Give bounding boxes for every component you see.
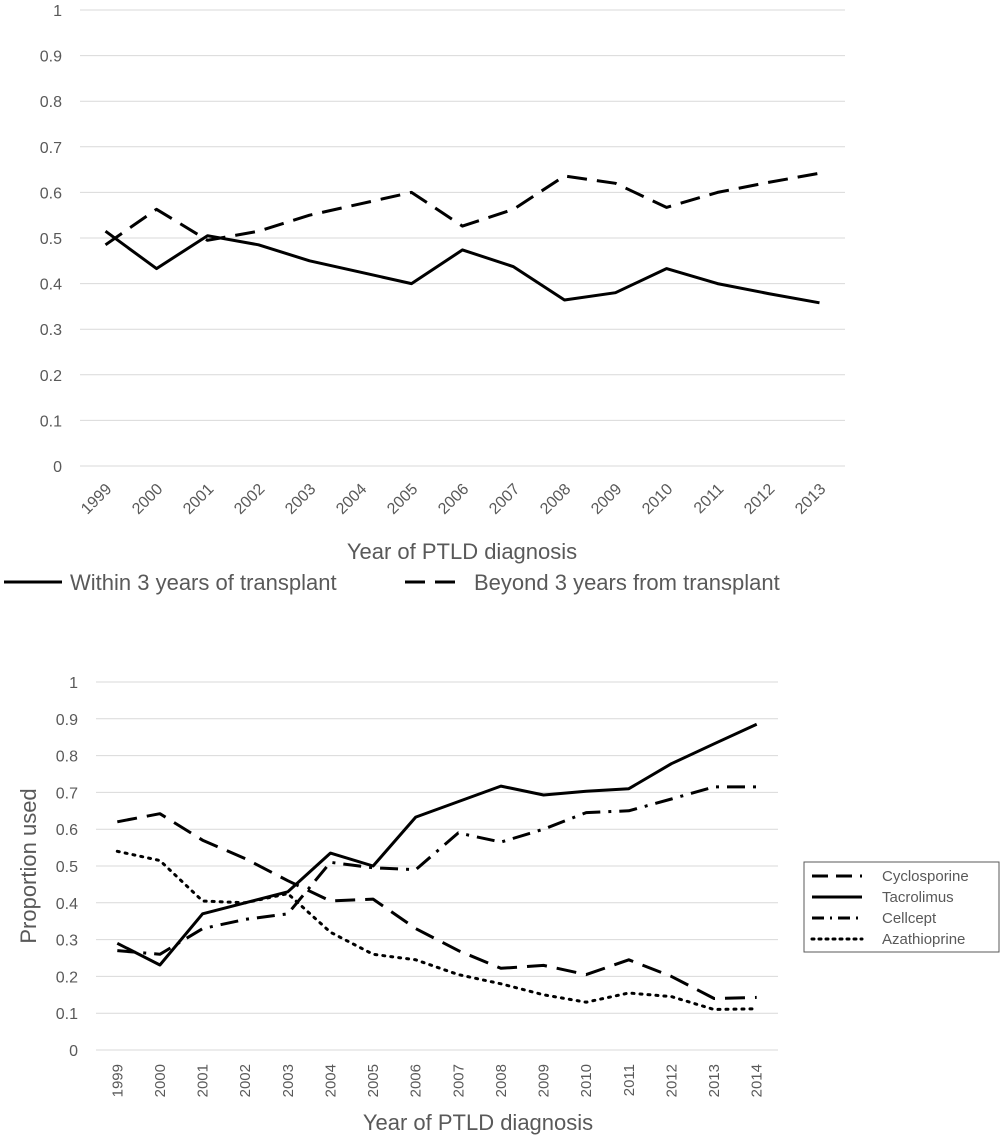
y-axis-label: Proportion used [16,788,41,943]
y-tick-label: 0.1 [40,413,62,430]
x-tick-label: 2005 [384,481,421,518]
y-tick-label: 0.4 [40,277,62,294]
chart-top: 0 0.1 0.2 0.3 0.4 0.5 0.6 0.7 0.8 0.9 1 1999 2000 200… [4,3,845,595]
x-tick-label: 2010 [639,481,676,518]
legend: Cyclosporine Tacrolimus Cellcept Azathiopri… [803,861,1000,953]
x-tick-label: 1999 [78,481,115,518]
y-tick-label: 0.3 [40,322,62,339]
y-tick-label: 0.5 [40,231,62,248]
y-tick-label: 0.1 [56,1006,78,1023]
x-tick-label: 2011 [621,1064,638,1096]
chart-bottom: 0 0.1 0.2 0.3 0.4 0.5 0.6 0.7 0.8 0.9 1 1999 2000 200… [16,675,1000,1135]
x-tick-label: 2008 [493,1064,510,1097]
x-tick-label: 2011 [691,481,727,517]
x-tick-label: 2005 [365,1064,382,1097]
x-tick-label: 2009 [588,481,625,518]
x-tick-label: 2004 [322,1064,339,1097]
x-tick-label: 2003 [282,481,319,518]
y-tick-label: 0.6 [56,822,78,839]
y-tick-label: 0 [53,459,62,476]
x-tick-label: 2002 [231,481,268,518]
y-tick-label: 1 [69,675,78,692]
x-tick-label: 2007 [486,481,523,518]
x-tick-label: 2014 [749,1064,766,1097]
x-tick-label: 2006 [435,481,472,518]
y-tick-label: 0.9 [40,49,62,66]
legend-label: Within 3 years of transplant [70,570,337,595]
x-tick-label: 2000 [129,481,166,518]
legend-label: Azathioprine [882,931,965,948]
x-tick-label: 2013 [706,1064,723,1097]
x-axis-label: Year of PTLD diagnosis [347,539,577,564]
x-tick-label: 2000 [152,1064,169,1097]
x-axis-label: Year of PTLD diagnosis [363,1110,593,1135]
x-tick-label: 2012 [741,481,778,518]
y-tick-label: 0.6 [40,185,62,202]
y-tick-label: 0.8 [40,94,62,111]
x-tick-label: 2007 [450,1064,467,1097]
x-tick-label: 2001 [180,481,217,518]
x-tick-label: 2008 [537,481,574,518]
x-tick-label: 2006 [408,1064,425,1097]
x-tick-label: 2012 [663,1064,680,1097]
series-line-cyclosporine [117,812,757,1000]
series-line-cellcept [117,785,757,956]
y-tick-label: 0.4 [56,896,78,913]
x-tick-label: 2010 [578,1064,595,1097]
legend: Within 3 years of transplant Beyond 3 yea… [4,570,780,595]
y-tick-label: 0.3 [56,933,78,950]
x-tick-label: 2004 [333,481,370,518]
legend-label: Beyond 3 years from transplant [474,570,780,595]
x-tick-label: 1999 [109,1064,126,1097]
series-line-azathioprine [115,849,759,1011]
series-line-within-3-years-of-transplant [104,229,820,305]
y-tick-label: 0 [69,1043,78,1060]
x-tick-label: 2013 [792,481,829,518]
y-tick-label: 0.8 [56,749,78,766]
series-line-beyond-3-years-from-transplant [104,171,820,247]
legend-label: Tacrolimus [882,889,954,906]
x-tick-label: 2002 [237,1064,254,1097]
legend-label: Cellcept [882,910,937,927]
series-line-tacrolimus [116,722,758,967]
y-tick-label: 0.2 [56,969,78,986]
legend-label: Cyclosporine [882,868,969,885]
x-tick-label: 2001 [195,1064,212,1097]
y-tick-label: 0.5 [56,859,78,876]
x-tick-label: 2003 [280,1064,297,1097]
y-tick-label: 0.2 [40,368,62,385]
x-tick-label: 2009 [536,1064,553,1097]
y-tick-label: 1 [53,3,62,20]
y-tick-label: 0.7 [56,785,78,802]
y-tick-label: 0.7 [40,140,62,157]
y-tick-label: 0.9 [56,712,78,729]
